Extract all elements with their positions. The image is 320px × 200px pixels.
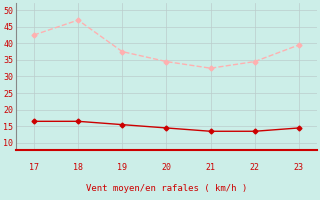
X-axis label: Vent moyen/en rafales ( km/h ): Vent moyen/en rafales ( km/h ) — [86, 184, 247, 193]
